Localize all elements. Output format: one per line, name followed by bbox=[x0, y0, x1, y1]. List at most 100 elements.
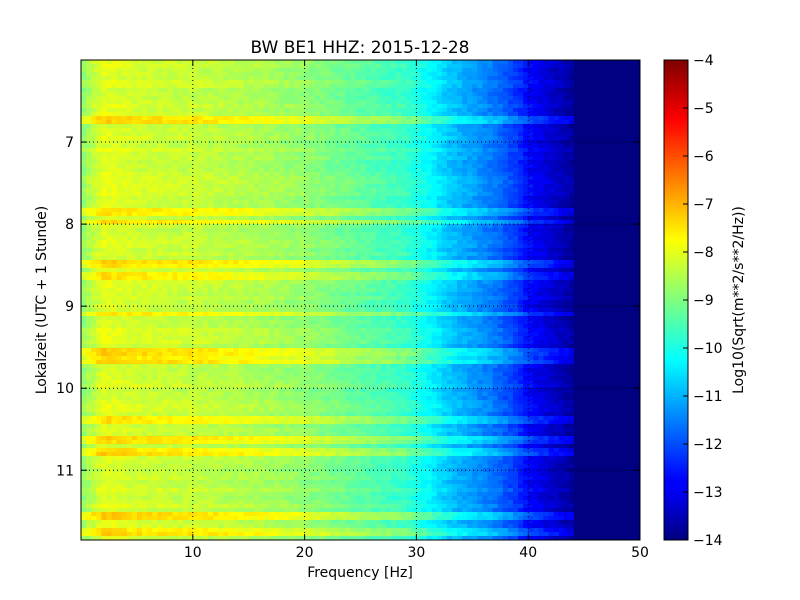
heatmap-cell bbox=[309, 120, 316, 125]
heatmap-cell bbox=[467, 228, 473, 233]
heatmap-cell bbox=[426, 108, 433, 113]
heatmap-cell bbox=[416, 100, 423, 105]
heatmap-cell bbox=[101, 96, 108, 101]
heatmap-cell bbox=[518, 172, 524, 177]
heatmap-cell bbox=[380, 200, 387, 205]
heatmap-cell bbox=[634, 172, 640, 177]
heatmap-cell bbox=[126, 76, 133, 81]
heatmap-cell bbox=[604, 124, 611, 129]
heatmap-cell bbox=[192, 216, 199, 221]
heatmap-cell bbox=[192, 76, 199, 81]
heatmap-cell bbox=[573, 164, 580, 169]
heatmap-cell bbox=[314, 80, 321, 85]
heatmap-cell bbox=[609, 196, 616, 201]
heatmap-cell bbox=[380, 160, 387, 165]
heatmap-cell bbox=[629, 164, 636, 169]
heatmap-cell bbox=[523, 220, 529, 225]
heatmap-cell bbox=[218, 204, 224, 209]
heatmap-cell bbox=[548, 192, 555, 197]
heatmap-cell bbox=[314, 176, 321, 181]
heatmap-cell bbox=[177, 196, 184, 201]
heatmap-cell bbox=[116, 224, 123, 229]
heatmap-cell bbox=[411, 148, 417, 153]
heatmap-cell bbox=[457, 100, 463, 105]
heatmap-cell bbox=[543, 92, 550, 97]
heatmap-cell bbox=[340, 144, 346, 149]
heatmap-cell bbox=[126, 220, 133, 225]
heatmap-cell bbox=[497, 188, 504, 193]
heatmap-cell bbox=[365, 156, 372, 161]
heatmap-cell bbox=[385, 104, 392, 109]
heatmap-cell bbox=[263, 172, 270, 177]
heatmap-cell bbox=[446, 120, 453, 125]
heatmap-cell bbox=[91, 96, 97, 101]
heatmap-cell bbox=[238, 200, 245, 205]
heatmap-cell bbox=[197, 220, 204, 225]
heatmap-cell bbox=[492, 172, 499, 177]
heatmap-cell bbox=[350, 184, 357, 189]
heatmap-cell bbox=[162, 72, 168, 77]
heatmap-cell bbox=[116, 204, 123, 209]
heatmap-cell bbox=[330, 76, 336, 81]
heatmap-cell bbox=[553, 184, 560, 189]
heatmap-cell bbox=[350, 88, 357, 93]
heatmap-cell bbox=[385, 180, 392, 185]
heatmap-cell bbox=[528, 100, 534, 105]
heatmap-cell bbox=[289, 188, 296, 193]
heatmap-cell bbox=[390, 212, 397, 217]
heatmap-cell bbox=[314, 188, 321, 193]
heatmap-cell bbox=[584, 156, 590, 161]
heatmap-cell bbox=[375, 152, 382, 157]
heatmap-cell bbox=[223, 64, 229, 69]
heatmap-cell bbox=[335, 124, 341, 129]
heatmap-cell bbox=[528, 112, 534, 117]
heatmap-cell bbox=[599, 100, 606, 105]
heatmap-cell bbox=[360, 84, 367, 89]
heatmap-cell bbox=[258, 132, 265, 137]
heatmap-cell bbox=[289, 228, 296, 233]
heatmap-cell bbox=[330, 200, 336, 205]
heatmap-cell bbox=[375, 212, 382, 217]
heatmap-cell bbox=[213, 132, 219, 137]
heatmap-cell bbox=[81, 216, 87, 221]
heatmap-cell bbox=[396, 88, 402, 93]
heatmap-cell bbox=[584, 196, 590, 201]
heatmap-cell bbox=[370, 204, 377, 209]
heatmap-cell bbox=[269, 76, 275, 81]
heatmap-cell bbox=[594, 104, 600, 109]
heatmap-cell bbox=[274, 96, 280, 101]
heatmap-cell bbox=[86, 132, 92, 137]
heatmap-cell bbox=[243, 192, 250, 197]
heatmap-cell bbox=[634, 228, 640, 233]
heatmap-cell bbox=[228, 144, 235, 149]
heatmap-cell bbox=[157, 176, 163, 181]
heatmap-cell bbox=[629, 144, 636, 149]
heatmap-cell bbox=[96, 104, 102, 109]
heatmap-cell bbox=[299, 156, 306, 161]
heatmap-cell bbox=[629, 216, 636, 221]
heatmap-cell bbox=[487, 176, 494, 181]
heatmap-cell bbox=[223, 164, 229, 169]
heatmap-cell bbox=[197, 132, 204, 137]
heatmap-cell bbox=[436, 112, 443, 117]
heatmap-cell bbox=[609, 232, 616, 237]
heatmap-cell bbox=[436, 92, 443, 97]
heatmap-cell bbox=[243, 96, 250, 101]
heatmap-cell bbox=[416, 172, 423, 177]
heatmap-cell bbox=[451, 140, 458, 145]
heatmap-cell bbox=[335, 196, 341, 201]
heatmap-cell bbox=[147, 80, 153, 85]
heatmap-cell bbox=[406, 92, 412, 97]
heatmap-cell bbox=[619, 148, 626, 153]
heatmap-cell bbox=[126, 196, 133, 201]
heatmap-cell bbox=[197, 192, 204, 197]
heatmap-cell bbox=[345, 192, 351, 197]
heatmap-cell bbox=[197, 64, 204, 69]
heatmap-cell bbox=[502, 236, 509, 241]
heatmap-cell bbox=[111, 168, 118, 173]
heatmap-cell bbox=[629, 60, 636, 65]
heatmap-cell bbox=[258, 108, 265, 113]
heatmap-cell bbox=[401, 216, 407, 221]
heatmap-cell bbox=[294, 204, 301, 209]
heatmap-cell bbox=[121, 216, 128, 221]
